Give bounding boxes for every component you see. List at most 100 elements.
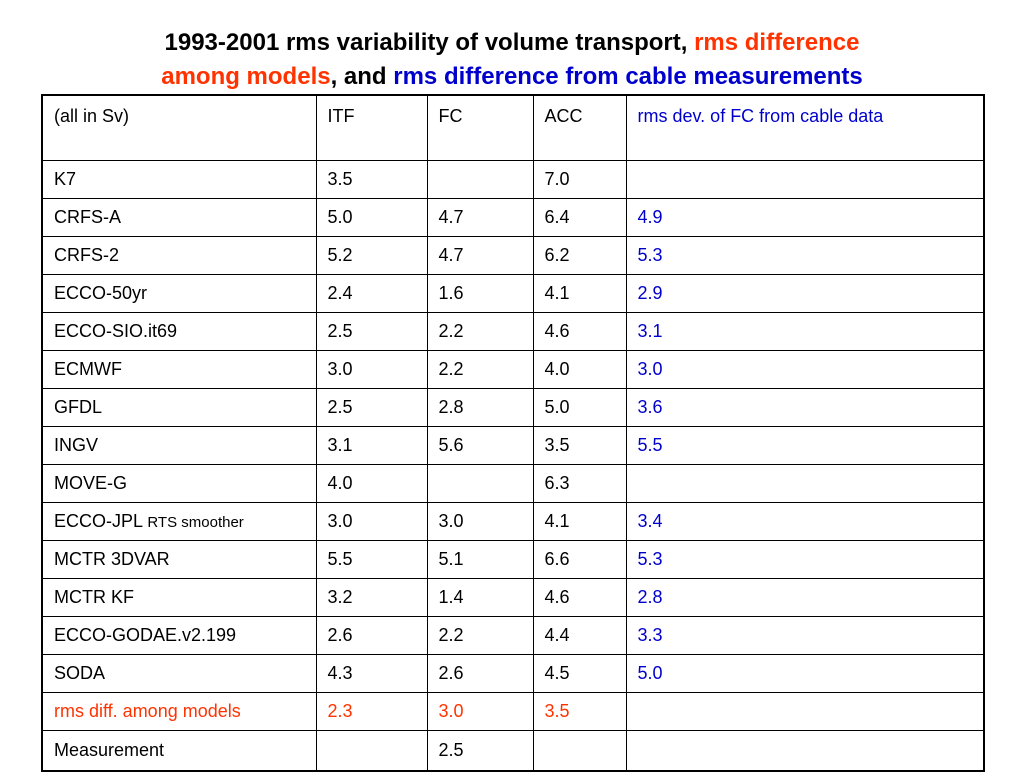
fc-value: 5.6 xyxy=(426,426,534,465)
cable-dev-value: 5.3 xyxy=(625,236,985,275)
row-label: MCTR KF xyxy=(41,578,317,617)
title-line-2: among models, and rms difference from ca… xyxy=(0,60,1024,94)
acc-value: 3.5 xyxy=(532,426,627,465)
acc-value: 3.5 xyxy=(532,692,627,731)
table-row: CRFS-2 5.2 4.7 6.2 5.3 xyxy=(41,236,985,275)
itf-value: 2.3 xyxy=(315,692,428,731)
cable-dev-value xyxy=(625,160,985,199)
row-label: ECCO-GODAE.v2.199 xyxy=(41,616,317,655)
row-label: K7 xyxy=(41,160,317,199)
fc-value: 2.2 xyxy=(426,350,534,389)
row-label: ECCO-JPL RTS smoother xyxy=(41,502,317,541)
cable-dev-value: 5.0 xyxy=(625,654,985,693)
table-row: ECMWF 3.0 2.2 4.0 3.0 xyxy=(41,350,985,389)
acc-value: 6.2 xyxy=(532,236,627,275)
table-row: MCTR 3DVAR 5.5 5.1 6.6 5.3 xyxy=(41,540,985,579)
cable-dev-value: 3.3 xyxy=(625,616,985,655)
row-label: GFDL xyxy=(41,388,317,427)
itf-value: 5.5 xyxy=(315,540,428,579)
table-row: ECCO-GODAE.v2.199 2.6 2.2 4.4 3.3 xyxy=(41,616,985,655)
fc-value xyxy=(426,464,534,503)
fc-value: 2.6 xyxy=(426,654,534,693)
title-cable-text: rms difference from cable measurements xyxy=(393,63,863,90)
table-row: K7 3.5 7.0 xyxy=(41,160,985,199)
row-label: rms diff. among models xyxy=(41,692,317,731)
row-label: SODA xyxy=(41,654,317,693)
acc-value: 7.0 xyxy=(532,160,627,199)
title-main-text: 1993-2001 rms variability of volume tran… xyxy=(164,29,695,56)
fc-value: 2.5 xyxy=(426,730,534,772)
itf-value: 2.5 xyxy=(315,312,428,351)
table-row: ECCO-SIO.it69 2.5 2.2 4.6 3.1 xyxy=(41,312,985,351)
cable-dev-value: 5.5 xyxy=(625,426,985,465)
cable-dev-value: 5.3 xyxy=(625,540,985,579)
acc-value: 6.6 xyxy=(532,540,627,579)
cable-dev-value xyxy=(625,730,985,772)
row-label: ECMWF xyxy=(41,350,317,389)
title-among-models-text: among models xyxy=(161,63,331,90)
row-label-main: ECCO-JPL xyxy=(54,510,143,531)
title-and-text: , and xyxy=(330,63,394,90)
itf-value: 3.0 xyxy=(315,350,428,389)
table-row: MCTR KF 3.2 1.4 4.6 2.8 xyxy=(41,578,985,617)
fc-value: 2.2 xyxy=(426,616,534,655)
row-label: INGV xyxy=(41,426,317,465)
title-line-1: 1993-2001 rms variability of volume tran… xyxy=(0,26,1024,60)
acc-value: 4.6 xyxy=(532,312,627,351)
row-label: MOVE-G xyxy=(41,464,317,503)
row-label: Measurement xyxy=(41,730,317,772)
fc-value: 5.1 xyxy=(426,540,534,579)
fc-value: 2.8 xyxy=(426,388,534,427)
table-row-rms-among-models: rms diff. among models 2.3 3.0 3.5 xyxy=(41,692,985,731)
title-rms-difference-text: rms difference xyxy=(694,29,860,56)
itf-value: 3.5 xyxy=(315,160,428,199)
header-cable-dev: rms dev. of FC from cable data xyxy=(625,94,985,161)
table-row: SODA 4.3 2.6 4.5 5.0 xyxy=(41,654,985,693)
itf-value xyxy=(315,730,428,772)
acc-value: 6.3 xyxy=(532,464,627,503)
header-fc: FC xyxy=(426,94,534,161)
acc-value: 4.5 xyxy=(532,654,627,693)
cable-dev-value: 3.0 xyxy=(625,350,985,389)
row-label-suffix: RTS smoother xyxy=(147,513,244,531)
header-itf: ITF xyxy=(315,94,428,161)
header-acc: ACC xyxy=(532,94,627,161)
cable-dev-value: 4.9 xyxy=(625,198,985,237)
acc-value: 5.0 xyxy=(532,388,627,427)
cable-dev-value: 2.9 xyxy=(625,274,985,313)
table-row: CRFS-A 5.0 4.7 6.4 4.9 xyxy=(41,198,985,237)
row-label: CRFS-A xyxy=(41,198,317,237)
itf-value: 4.0 xyxy=(315,464,428,503)
acc-value xyxy=(532,730,627,772)
acc-value: 6.4 xyxy=(532,198,627,237)
header-units: (all in Sv) xyxy=(41,94,317,161)
transport-table: (all in Sv) ITF FC ACC rms dev. of FC fr… xyxy=(41,94,985,772)
itf-value: 5.0 xyxy=(315,198,428,237)
cable-dev-value xyxy=(625,692,985,731)
itf-value: 2.5 xyxy=(315,388,428,427)
itf-value: 4.3 xyxy=(315,654,428,693)
cable-dev-value xyxy=(625,464,985,503)
fc-value: 3.0 xyxy=(426,692,534,731)
cable-dev-value: 3.6 xyxy=(625,388,985,427)
table-row: INGV 3.1 5.6 3.5 5.5 xyxy=(41,426,985,465)
fc-value xyxy=(426,160,534,199)
fc-value: 4.7 xyxy=(426,198,534,237)
table-header-row: (all in Sv) ITF FC ACC rms dev. of FC fr… xyxy=(41,94,985,161)
itf-value: 2.6 xyxy=(315,616,428,655)
row-label: ECCO-SIO.it69 xyxy=(41,312,317,351)
table-row: MOVE-G 4.0 6.3 xyxy=(41,464,985,503)
table-row: ECCO-JPL RTS smoother 3.0 3.0 4.1 3.4 xyxy=(41,502,985,541)
row-label: CRFS-2 xyxy=(41,236,317,275)
cable-dev-value: 2.8 xyxy=(625,578,985,617)
acc-value: 4.0 xyxy=(532,350,627,389)
acc-value: 4.1 xyxy=(532,274,627,313)
table-row: ECCO-50yr 2.4 1.6 4.1 2.9 xyxy=(41,274,985,313)
row-label: MCTR 3DVAR xyxy=(41,540,317,579)
cable-dev-value: 3.1 xyxy=(625,312,985,351)
fc-value: 3.0 xyxy=(426,502,534,541)
table-row: GFDL 2.5 2.8 5.0 3.6 xyxy=(41,388,985,427)
acc-value: 4.4 xyxy=(532,616,627,655)
row-label: ECCO-50yr xyxy=(41,274,317,313)
fc-value: 4.7 xyxy=(426,236,534,275)
